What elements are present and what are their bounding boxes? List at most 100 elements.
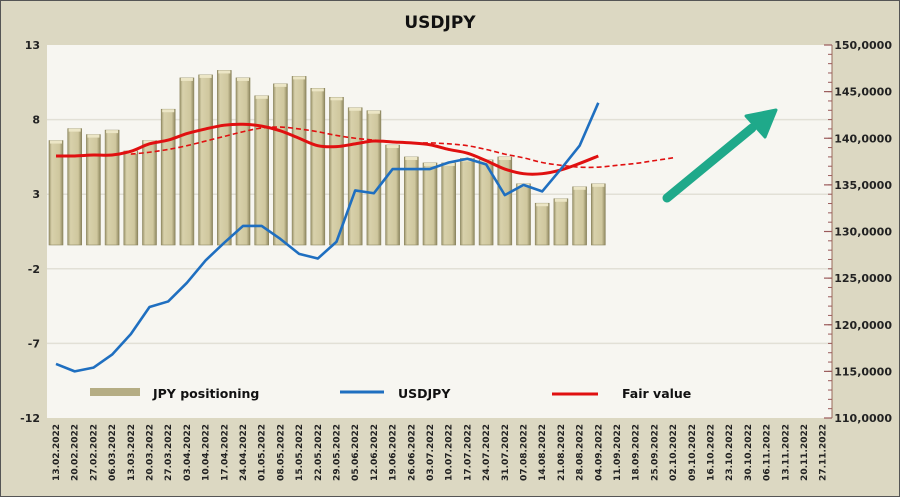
- x-axis-date-label: 13.03.2022: [127, 424, 137, 481]
- bar-top-highlight: [330, 97, 343, 101]
- arrow-annotation: [662, 108, 778, 203]
- arrow-head-icon: [744, 108, 778, 139]
- bar-top-highlight: [143, 140, 156, 144]
- jpy-positioning-bar: [441, 162, 457, 246]
- right-axis-tick-label: 115,0000: [834, 365, 892, 378]
- jpy-positioning-bar: [198, 74, 213, 246]
- x-axis-date-label: 05.06.2022: [351, 424, 361, 481]
- x-axis-date-label: 14.08.2022: [538, 424, 548, 481]
- bar-top-highlight: [180, 77, 193, 81]
- legend-label-usdjpy: USDJPY: [398, 386, 451, 401]
- x-axis-date-label: 15.05.2022: [295, 424, 305, 481]
- bar-top-highlight: [311, 88, 324, 92]
- bar-top-highlight: [405, 156, 418, 160]
- left-axis-tick-label: -7: [28, 337, 40, 350]
- bar-top-highlight: [50, 140, 62, 144]
- jpy-positioning-bar: [310, 88, 326, 246]
- jpy-positioning-bar: [67, 128, 82, 246]
- x-axis-date-label: 27.03.2022: [164, 424, 174, 481]
- bar-top-highlight: [255, 95, 268, 99]
- right-axis-tick-label: 130,0000: [834, 226, 892, 239]
- x-axis-date-label: 20.02.2022: [71, 424, 81, 481]
- jpy-positioning-bar: [534, 202, 550, 246]
- right-axis-tick-label: 120,0000: [834, 319, 892, 332]
- x-axis-date-label: 26.06.2022: [407, 424, 417, 481]
- jpy-positioning-bar: [590, 183, 606, 246]
- jpy-positioning-bar: [572, 186, 587, 246]
- x-axis-date-label: 23.10.2022: [725, 424, 735, 481]
- jpy-positioning-bar: [217, 70, 232, 246]
- arrow-shaft: [662, 123, 757, 203]
- x-axis-date-label: 11.09.2022: [613, 424, 623, 481]
- fair-value-line: [55, 122, 599, 176]
- x-axis-date-label: 13.11.2022: [781, 424, 791, 481]
- x-axis-date-label: 25.09.2022: [650, 424, 660, 481]
- bar-top-highlight: [293, 76, 306, 80]
- left-axis-tick-label: -12: [20, 412, 40, 425]
- jpy-positioning-bar: [104, 129, 120, 246]
- right-axis-tick-label: 140,0000: [834, 132, 892, 145]
- bar-top-highlight: [218, 70, 231, 74]
- jpy-positioning-bar: [142, 140, 157, 246]
- x-axis-date-label: 29.05.2022: [333, 424, 343, 481]
- legend-swatch-jpy-positioning: [90, 388, 140, 396]
- x-axis-date-label: 20.03.2022: [146, 424, 156, 481]
- right-axis-tick-label: 110,0000: [834, 412, 892, 425]
- x-axis-date-label: 12.06.2022: [370, 424, 380, 481]
- left-axis-tick-label: 8: [32, 114, 40, 127]
- x-axis-date-label: 04.09.2022: [594, 424, 604, 481]
- x-axis-date-label: 18.09.2022: [632, 424, 642, 481]
- x-axis-date-label: 16.10.2022: [707, 424, 717, 481]
- x-axis-date-label: 06.03.2022: [108, 424, 118, 481]
- x-axis-date-label: 07.08.2022: [520, 424, 530, 481]
- jpy-positioning-bar: [273, 83, 288, 246]
- legend-label-fair-value: Fair value: [622, 386, 691, 401]
- x-axis-date-label: 27.11.2022: [819, 424, 829, 481]
- x-axis-date-label: 27.02.2022: [89, 424, 99, 481]
- x-axis-date-label: 24.07.2022: [482, 424, 492, 481]
- x-axis-date-label: 03.07.2022: [426, 424, 436, 481]
- x-axis-date-label: 20.11.2022: [800, 424, 810, 481]
- x-axis-date-label: 22.05.2022: [314, 424, 324, 481]
- jpy-positioning-bar: [553, 198, 569, 246]
- right-axis-tick-label: 150,0000: [834, 39, 892, 52]
- jpy-positioning-bar: [516, 183, 531, 246]
- jpy-positioning-bar: [86, 134, 101, 246]
- bar-top-highlight: [199, 74, 212, 78]
- bar-top-highlight: [536, 203, 549, 207]
- chart-title: USDJPY: [404, 13, 476, 33]
- jpy-positioning-bar: [422, 162, 438, 246]
- bar-top-highlight: [237, 77, 249, 81]
- bar-top-highlight: [106, 130, 119, 134]
- bar-top-highlight: [367, 110, 380, 114]
- jpy-positioning-bar: [385, 144, 400, 246]
- bar-top-highlight: [424, 162, 436, 166]
- legend: JPY positioning USDJPY Fair value: [90, 386, 691, 401]
- x-axis-date-label: 13.02.2022: [52, 424, 62, 481]
- right-axis-tick-label: 125,0000: [834, 272, 892, 285]
- x-axis-date-label: 10.04.2022: [202, 424, 212, 481]
- bar-top-highlight: [349, 107, 362, 111]
- x-axis-date-label: 17.04.2022: [220, 424, 230, 481]
- left-axis-tick-label: 13: [25, 39, 40, 52]
- x-axis-date-label: 30.10.2022: [744, 424, 754, 481]
- bar-top-highlight: [87, 134, 100, 138]
- bar-top-highlight: [554, 198, 567, 202]
- jpy-positioning-bar: [329, 96, 344, 246]
- x-axis-date-label: 24.04.2022: [239, 424, 249, 481]
- legend-label-jpy-positioning: JPY positioning: [152, 386, 259, 401]
- bar-top-highlight: [68, 128, 81, 132]
- x-axis-date-label: 03.04.2022: [183, 424, 193, 481]
- right-axis-tick-label: 145,0000: [834, 86, 892, 99]
- bar-top-highlight: [498, 156, 511, 160]
- left-axis-tick-label: -2: [28, 263, 40, 276]
- bar-top-highlight: [386, 145, 399, 149]
- x-axis-date-label: 28.08.2022: [576, 424, 586, 481]
- left-axis-tick-label: 3: [32, 188, 40, 201]
- x-axis-date-label: 31.07.2022: [501, 424, 511, 481]
- jpy-positioning-bar: [460, 158, 475, 246]
- right-axis-tick-label: 135,0000: [834, 179, 892, 192]
- jpy-positioning-bar: [123, 150, 139, 246]
- bar-top-highlight: [592, 183, 605, 187]
